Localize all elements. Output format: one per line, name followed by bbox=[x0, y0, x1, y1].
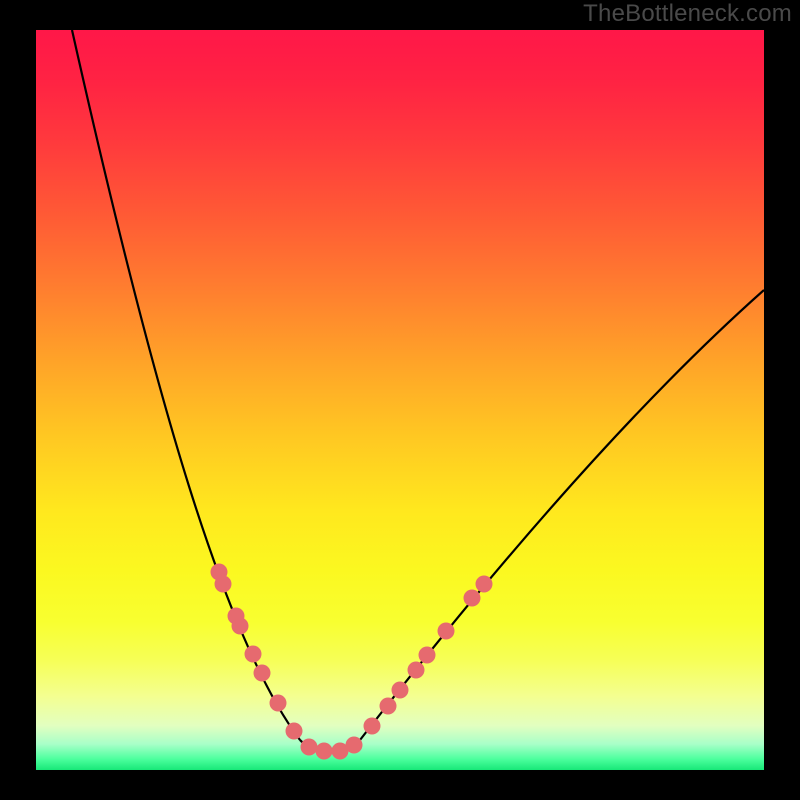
data-marker bbox=[438, 623, 455, 640]
data-marker bbox=[232, 618, 249, 635]
data-marker bbox=[245, 646, 262, 663]
data-marker bbox=[476, 576, 493, 593]
bottleneck-curve-chart bbox=[0, 0, 800, 800]
data-marker bbox=[215, 576, 232, 593]
data-marker bbox=[270, 695, 287, 712]
data-marker bbox=[464, 590, 481, 607]
data-marker bbox=[408, 662, 425, 679]
data-marker bbox=[286, 723, 303, 740]
data-marker bbox=[392, 682, 409, 699]
data-marker bbox=[316, 743, 333, 760]
data-marker bbox=[380, 698, 397, 715]
data-marker bbox=[419, 647, 436, 664]
data-marker bbox=[364, 718, 381, 735]
chart-container: TheBottleneck.com bbox=[0, 0, 800, 800]
plot-background bbox=[36, 30, 764, 770]
data-marker bbox=[346, 737, 363, 754]
data-marker bbox=[301, 739, 318, 756]
data-marker bbox=[254, 665, 271, 682]
